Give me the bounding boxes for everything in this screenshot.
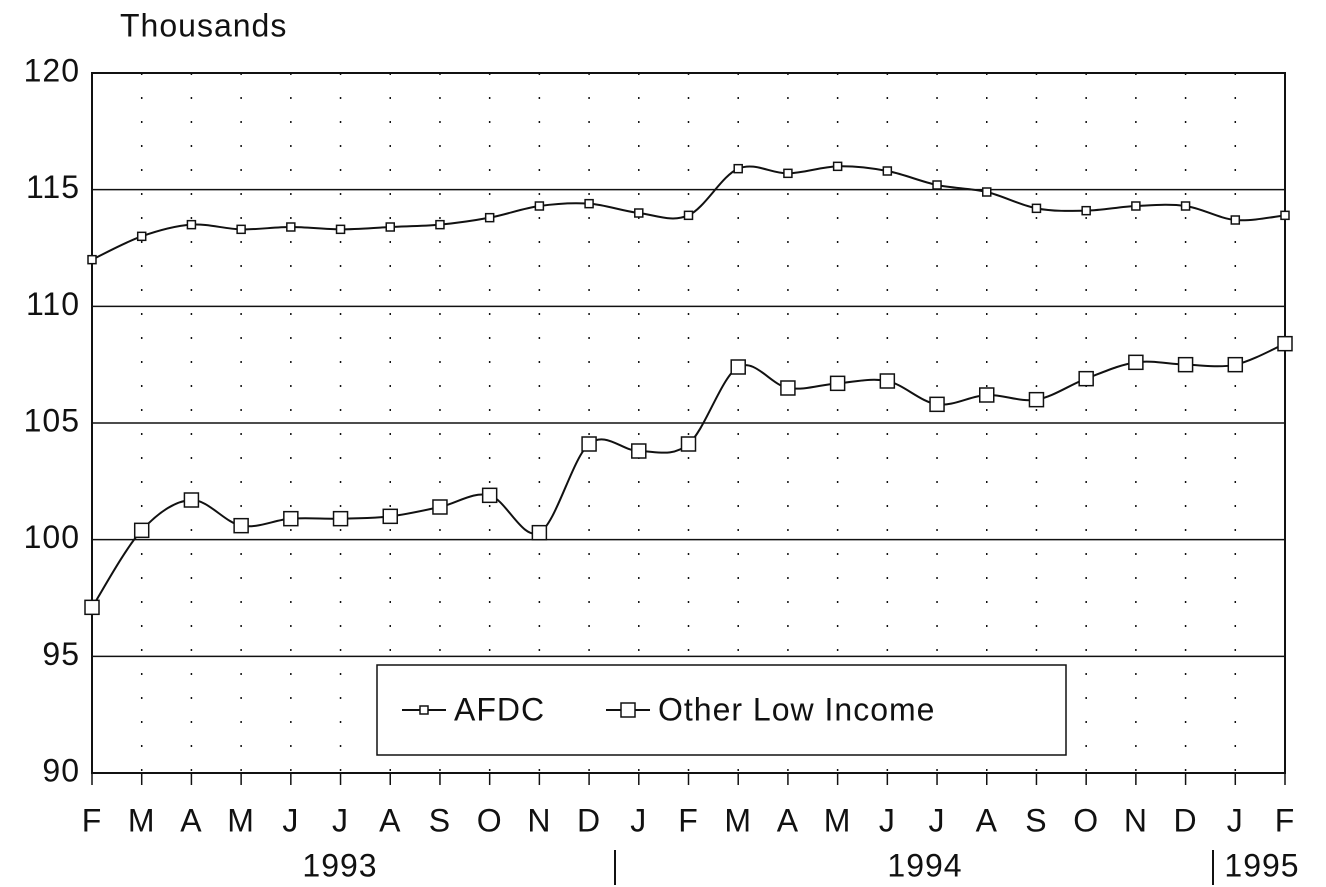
point-marker [584, 198, 594, 209]
point-marker [183, 492, 200, 508]
point-marker [932, 180, 942, 190]
legend-marker [419, 705, 429, 715]
x-tick-label: N [1124, 802, 1148, 838]
y-tick-label: 90 [42, 752, 80, 788]
point-marker [581, 436, 597, 452]
point-marker [1078, 370, 1094, 387]
y-tick-label: 110 [26, 286, 80, 322]
point-marker [1028, 391, 1045, 408]
legend-box [376, 664, 1067, 756]
x-tick-label: O [477, 802, 503, 838]
point-marker [683, 210, 694, 221]
x-tick-label: F [678, 802, 699, 838]
point-marker [979, 387, 995, 403]
point-marker [87, 254, 97, 265]
point-marker [531, 524, 548, 541]
legend-label: Other Low Income [658, 691, 935, 727]
point-marker [385, 222, 395, 232]
point-marker [1128, 354, 1144, 371]
x-tick-label: A [379, 802, 401, 838]
point-marker [733, 163, 743, 174]
x-tick-label: A [180, 802, 202, 838]
x-tick-label: M [227, 802, 255, 838]
point-marker [481, 487, 498, 504]
y-axis-label: Thousands [120, 7, 287, 43]
x-tick-label: J [630, 802, 647, 838]
x-tick-label: S [1025, 802, 1047, 838]
point-marker [1280, 210, 1290, 221]
point-marker [332, 510, 349, 527]
x-tick-label: J [282, 802, 299, 838]
year-label: 1995 [1224, 847, 1299, 883]
point-marker [832, 161, 843, 172]
point-marker [1177, 356, 1194, 373]
point-marker [1230, 215, 1241, 225]
x-tick-label: A [777, 802, 799, 838]
point-marker [1277, 335, 1293, 352]
x-tick-label: F [82, 802, 103, 838]
x-tick-label: J [1227, 802, 1244, 838]
point-marker [233, 517, 249, 534]
series-line [91, 342, 1286, 608]
point-marker [1031, 203, 1042, 214]
x-tick-label: J [332, 802, 349, 838]
point-marker [780, 380, 796, 396]
y-tick-label: 115 [26, 169, 80, 205]
point-marker [484, 212, 495, 223]
x-tick-label: M [128, 802, 156, 838]
point-marker [982, 187, 992, 197]
x-tick-label: S [429, 802, 451, 838]
y-tick-label: 105 [24, 402, 80, 438]
point-marker [631, 443, 647, 459]
point-marker [283, 510, 299, 527]
point-marker [1227, 356, 1244, 373]
year-label: 1994 [887, 847, 962, 883]
y-tick-label: 95 [42, 636, 80, 672]
point-marker [382, 508, 398, 525]
x-tick-label: N [527, 802, 551, 838]
x-tick-label: A [976, 802, 998, 838]
y-tick-label: 100 [24, 519, 80, 555]
plot-frame [91, 72, 1286, 774]
y-tick-label: 120 [24, 52, 80, 88]
point-marker [929, 396, 945, 413]
point-marker [680, 436, 697, 452]
point-marker [1131, 201, 1141, 211]
point-marker [236, 224, 246, 235]
point-marker [186, 219, 197, 230]
point-marker [634, 208, 644, 218]
x-tick-label: D [1174, 802, 1198, 838]
point-marker [432, 499, 448, 515]
point-marker [335, 224, 346, 235]
point-marker [286, 222, 296, 232]
point-marker [882, 166, 893, 176]
point-marker [534, 201, 545, 211]
x-tick-label: J [879, 802, 896, 838]
legend-marker [620, 702, 636, 718]
point-marker [829, 375, 846, 392]
year-label: 1993 [302, 847, 377, 883]
point-marker [84, 599, 100, 616]
x-tick-label: F [1275, 802, 1296, 838]
point-marker [136, 231, 147, 242]
x-tick-label: D [577, 802, 601, 838]
x-tick-label: O [1073, 802, 1099, 838]
point-marker [133, 522, 150, 539]
point-marker [1180, 201, 1191, 211]
point-marker [730, 359, 746, 375]
legend-label: AFDC [454, 691, 545, 727]
point-marker [879, 373, 896, 389]
point-marker [783, 168, 793, 179]
point-marker [435, 219, 445, 230]
x-tick-label: M [824, 802, 852, 838]
x-tick-label: M [724, 802, 752, 838]
point-marker [1081, 205, 1091, 216]
x-tick-label: J [929, 802, 946, 838]
